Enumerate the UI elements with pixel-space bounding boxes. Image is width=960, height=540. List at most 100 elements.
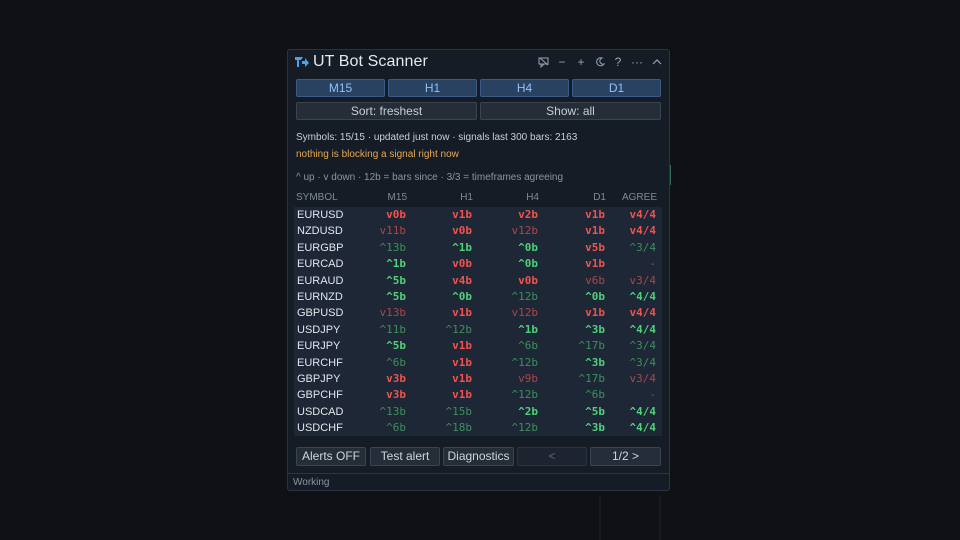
table-row[interactable]: EURJPY ^5b v1b ^6b ^17b ^3/4 [294, 338, 662, 354]
symbol-cell: EURCHF [297, 356, 343, 369]
h4-signal-cell: v12b [511, 306, 539, 320]
minus-icon[interactable]: − [558, 55, 566, 69]
m15-signal-cell: v13b [379, 306, 407, 320]
h4-signal-cell: ^6b [518, 339, 538, 353]
legend-text: ^ up · v down · 12b = bars since · 3/3 =… [296, 172, 564, 183]
m15-signal-cell: ^6b [386, 421, 406, 435]
prev-page-button[interactable]: < [517, 447, 587, 466]
h4-signal-cell: ^12b [511, 388, 539, 402]
scanner-panel: UT Bot Scanner − + ? ··· M15 H1 H4 D1 So… [287, 49, 670, 491]
table-row[interactable]: USDCAD ^13b ^15b ^2b ^5b ^4/4 [294, 404, 662, 420]
d1-signal-cell: ^17b [578, 372, 606, 385]
m15-signal-cell: v3b [386, 372, 406, 385]
agree-signal-cell: - [649, 257, 656, 271]
table-row[interactable]: NZDUSD v11b v0b v12b v1b v4/4 [294, 223, 662, 239]
table-row[interactable]: GBPJPY v3b v1b v9b ^17b v3/4 [294, 371, 662, 387]
agree-signal-cell: ^4/4 [629, 421, 657, 435]
agree-signal-cell: ^4/4 [629, 290, 657, 303]
m15-signal-cell: v11b [379, 224, 407, 238]
h1-signal-cell: ^0b [452, 290, 472, 303]
h4-signal-cell: ^12b [511, 355, 539, 369]
m15-signal-cell: v0b [386, 208, 406, 221]
h4-signal-cell: ^12b [511, 421, 539, 435]
table-row[interactable]: EURCHF ^6b v1b ^12b ^3b ^3/4 [294, 355, 662, 371]
column-header-h4: H4 [526, 192, 539, 203]
table-row[interactable]: EURGBP ^13b ^1b ^0b v5b ^3/4 [294, 240, 662, 256]
column-header-d1: D1 [593, 192, 606, 203]
agree-signal-cell: v4/4 [629, 224, 657, 238]
title-bar[interactable]: UT Bot Scanner − + ? ··· [288, 50, 669, 76]
table-row[interactable]: USDJPY ^11b ^12b ^1b ^3b ^4/4 [294, 322, 662, 338]
h1-signal-cell: v1b [452, 372, 472, 385]
table-row[interactable]: GBPUSD v13b v1b v12b v1b v4/4 [294, 305, 662, 321]
h4-signal-cell: v9b [518, 372, 538, 385]
h4-signal-cell: ^12b [511, 290, 539, 303]
collapse-icon[interactable] [650, 54, 664, 70]
agree-signal-cell: ^3/4 [629, 355, 657, 369]
warning-message: nothing is blocking a signal right now [296, 149, 459, 160]
tab-h4[interactable]: H4 [480, 79, 569, 97]
h1-signal-cell: v1b [452, 388, 472, 402]
d1-signal-cell: ^6b [585, 388, 605, 402]
h1-signal-cell: v1b [452, 339, 472, 353]
h1-signal-cell: ^12b [445, 322, 473, 336]
diagnostics-button[interactable]: Diagnostics [443, 447, 514, 466]
m15-signal-cell: ^5b [386, 273, 406, 287]
table-row[interactable]: EURNZD ^5b ^0b ^12b ^0b ^4/4 [294, 289, 662, 305]
table-row[interactable]: GBPCHF v3b v1b ^12b ^6b - [294, 387, 662, 403]
symbol-cell: USDCHF [297, 422, 343, 435]
table-row[interactable]: EURAUD ^5b v4b v0b v6b v3/4 [294, 273, 662, 289]
h4-signal-cell: ^0b [518, 240, 538, 254]
agree-signal-cell: v3/4 [629, 273, 657, 287]
next-page-button[interactable]: 1/2 > [590, 447, 661, 466]
symbol-cell: EURGBP [297, 241, 344, 254]
column-header-symbol: SYMBOL [296, 192, 338, 203]
h1-signal-cell: v1b [452, 208, 472, 221]
h1-signal-cell: ^15b [445, 404, 473, 418]
chat-icon[interactable] [537, 54, 551, 70]
h1-signal-cell: v1b [452, 306, 472, 320]
tab-h1[interactable]: H1 [388, 79, 477, 97]
m15-signal-cell: ^5b [386, 290, 406, 303]
symbol-cell: EURCAD [297, 258, 344, 271]
sort-button[interactable]: Sort: freshest [296, 102, 477, 120]
agree-signal-cell: v4/4 [629, 306, 657, 320]
agree-signal-cell: ^4/4 [629, 322, 657, 336]
d1-signal-cell: v1b [585, 257, 605, 271]
help-icon[interactable]: ? [614, 55, 622, 69]
h4-signal-cell: v12b [511, 224, 539, 238]
more-icon[interactable]: ··· [631, 55, 643, 69]
symbol-cell: NZDUSD [297, 225, 343, 238]
plus-icon[interactable]: + [577, 55, 585, 69]
h1-signal-cell: ^1b [452, 240, 472, 254]
window-title: UT Bot Scanner [313, 53, 428, 70]
column-header-agree: AGREE [621, 192, 657, 203]
m15-signal-cell: v3b [386, 388, 406, 402]
tab-m15[interactable]: M15 [296, 79, 385, 97]
tab-d1[interactable]: D1 [572, 79, 661, 97]
column-header-h1: H1 [460, 192, 473, 203]
d1-signal-cell: ^3b [585, 322, 605, 336]
agree-signal-cell: ^4/4 [629, 404, 657, 418]
show-filter-button[interactable]: Show: all [480, 102, 661, 120]
table-row[interactable]: USDCHF ^6b ^18b ^12b ^3b ^4/4 [294, 420, 662, 436]
d1-signal-cell: v1b [585, 306, 605, 320]
symbol-cell: GBPCHF [297, 389, 343, 402]
d1-signal-cell: ^0b [585, 290, 605, 303]
test-alert-button[interactable]: Test alert [370, 447, 440, 466]
d1-signal-cell: ^3b [585, 421, 605, 435]
table-row[interactable]: EURCAD ^1b v0b ^0b v1b - [294, 256, 662, 272]
table-row[interactable]: EURUSD v0b v1b v2b v1b v4/4 [294, 207, 662, 223]
symbol-cell: EURUSD [297, 209, 344, 221]
symbol-cell: EURNZD [297, 291, 343, 303]
h1-signal-cell: v1b [452, 355, 472, 369]
alerts-toggle-button[interactable]: Alerts OFF [296, 447, 366, 466]
moon-icon[interactable] [593, 54, 607, 70]
symbol-cell: USDJPY [297, 323, 341, 336]
column-header-m15: M15 [387, 192, 407, 203]
d1-signal-cell: v6b [585, 273, 605, 287]
agree-signal-cell: v3/4 [629, 372, 657, 385]
d1-signal-cell: v1b [585, 208, 605, 221]
symbol-cell: GBPJPY [297, 373, 341, 385]
h1-signal-cell: v0b [452, 257, 472, 271]
